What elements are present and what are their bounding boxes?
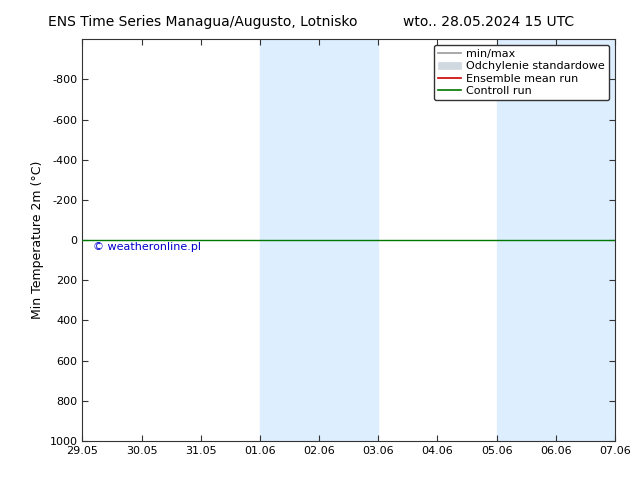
Text: wto.. 28.05.2024 15 UTC: wto.. 28.05.2024 15 UTC — [403, 15, 574, 29]
Text: © weatheronline.pl: © weatheronline.pl — [93, 242, 201, 252]
Bar — [260, 39, 378, 441]
Text: ENS Time Series Managua/Augusto, Lotnisko: ENS Time Series Managua/Augusto, Lotnisk… — [48, 15, 358, 29]
Y-axis label: Min Temperature 2m (°C): Min Temperature 2m (°C) — [31, 161, 44, 319]
Legend: min/max, Odchylenie standardowe, Ensemble mean run, Controll run: min/max, Odchylenie standardowe, Ensembl… — [434, 45, 609, 100]
Bar — [496, 39, 615, 441]
